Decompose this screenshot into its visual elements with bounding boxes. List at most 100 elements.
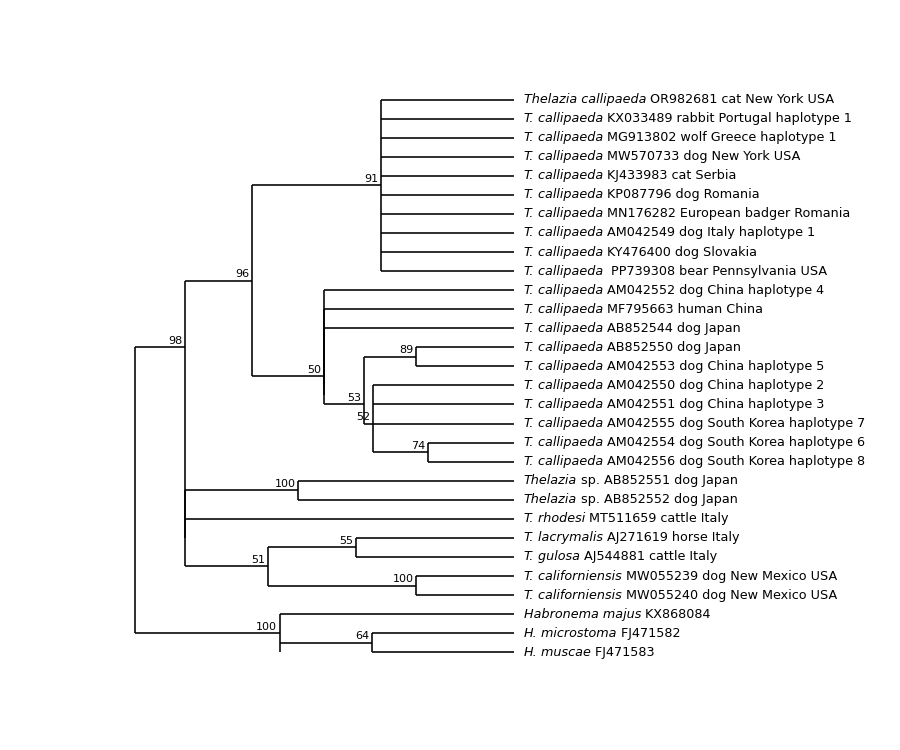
Text: 100: 100 [274,479,295,489]
Text: 91: 91 [364,174,379,184]
Text: AM042556 dog South Korea haplotype 8: AM042556 dog South Korea haplotype 8 [603,455,866,468]
Text: Habronema majus: Habronema majus [524,608,641,621]
Text: lacrymalis: lacrymalis [534,532,603,544]
Text: 89: 89 [400,346,413,355]
Text: callipaeda: callipaeda [534,188,603,201]
Text: sp. AB852552 dog Japan: sp. AB852552 dog Japan [577,494,738,506]
Text: callipaeda: callipaeda [534,417,603,430]
Text: rhodesi: rhodesi [534,512,585,525]
Text: KY476400 dog Slovakia: KY476400 dog Slovakia [603,245,757,259]
Text: AM042552 dog China haplotype 4: AM042552 dog China haplotype 4 [603,284,824,296]
Text: callipaeda: callipaeda [534,455,603,468]
Text: callipaeda: callipaeda [534,131,603,144]
Text: 74: 74 [410,441,425,451]
Text: MW570733 dog New York USA: MW570733 dog New York USA [603,150,801,164]
Text: T.: T. [524,188,534,201]
Text: T.: T. [524,131,534,144]
Text: gulosa: gulosa [534,550,580,563]
Text: T.: T. [524,226,534,239]
Text: T.: T. [524,379,534,392]
Text: californiensis: californiensis [534,589,622,602]
Text: OR982681 cat New York USA: OR982681 cat New York USA [646,93,834,106]
Text: T.: T. [524,436,534,449]
Text: AM042553 dog China haplotype 5: AM042553 dog China haplotype 5 [603,360,824,373]
Text: T.: T. [524,208,534,220]
Text: 55: 55 [339,536,354,546]
Text: T.: T. [524,150,534,164]
Text: AM042550 dog China haplotype 2: AM042550 dog China haplotype 2 [603,379,824,392]
Text: T.: T. [524,112,534,125]
Text: 53: 53 [347,393,362,404]
Text: T.: T. [524,322,534,334]
Text: MN176282 European badger Romania: MN176282 European badger Romania [603,208,850,220]
Text: T.: T. [524,340,534,354]
Text: H.: H. [524,646,537,658]
Text: MG913802 wolf Greece haplotype 1: MG913802 wolf Greece haplotype 1 [603,131,837,144]
Text: T.: T. [524,569,534,583]
Text: FJ471583: FJ471583 [591,646,655,658]
Text: microstoma: microstoma [537,627,616,640]
Text: AJ271619 horse Italy: AJ271619 horse Italy [603,532,740,544]
Text: callipaeda: callipaeda [534,340,603,354]
Text: Thelazia: Thelazia [524,474,577,488]
Text: MF795663 human China: MF795663 human China [603,303,763,316]
Text: AB852544 dog Japan: AB852544 dog Japan [603,322,741,334]
Text: T.: T. [524,455,534,468]
Text: callipaeda: callipaeda [534,360,603,373]
Text: muscae: muscae [537,646,591,658]
Text: sp. AB852551 dog Japan: sp. AB852551 dog Japan [577,474,738,488]
Text: callipaeda: callipaeda [534,226,603,239]
Text: 96: 96 [235,269,249,279]
Text: 51: 51 [251,555,266,566]
Text: AJ544881 cattle Italy: AJ544881 cattle Italy [580,550,717,563]
Text: AM042555 dog South Korea haplotype 7: AM042555 dog South Korea haplotype 7 [603,417,866,430]
Text: T.: T. [524,398,534,411]
Text: KX868084: KX868084 [641,608,711,621]
Text: AM042551 dog China haplotype 3: AM042551 dog China haplotype 3 [603,398,824,411]
Text: FJ471582: FJ471582 [616,627,680,640]
Text: T.: T. [524,245,534,259]
Text: T.: T. [524,303,534,316]
Text: T.: T. [524,589,534,602]
Text: PP739308 bear Pennsylvania USA: PP739308 bear Pennsylvania USA [603,265,827,278]
Text: MW055239 dog New Mexico USA: MW055239 dog New Mexico USA [622,569,837,583]
Text: 50: 50 [307,364,321,374]
Text: T.: T. [524,170,534,182]
Text: MT511659 cattle Italy: MT511659 cattle Italy [585,512,729,525]
Text: MW055240 dog New Mexico USA: MW055240 dog New Mexico USA [622,589,837,602]
Text: 100: 100 [256,622,277,632]
Text: callipaeda: callipaeda [534,284,603,296]
Text: T.: T. [524,417,534,430]
Text: AB852550 dog Japan: AB852550 dog Japan [603,340,742,354]
Text: callipaeda: callipaeda [534,265,603,278]
Text: callipaeda: callipaeda [534,150,603,164]
Text: callipaeda: callipaeda [534,398,603,411]
Text: 52: 52 [356,413,371,422]
Text: T.: T. [524,512,534,525]
Text: T.: T. [524,532,534,544]
Text: 98: 98 [168,336,183,346]
Text: KX033489 rabbit Portugal haplotype 1: KX033489 rabbit Portugal haplotype 1 [603,112,852,125]
Text: callipaeda: callipaeda [534,436,603,449]
Text: T.: T. [524,284,534,296]
Text: KJ433983 cat Serbia: KJ433983 cat Serbia [603,170,737,182]
Text: callipaeda: callipaeda [534,322,603,334]
Text: T.: T. [524,360,534,373]
Text: callipaeda: callipaeda [534,112,603,125]
Text: T.: T. [524,550,534,563]
Text: T.: T. [524,265,534,278]
Text: californiensis: californiensis [534,569,622,583]
Text: callipaeda: callipaeda [534,245,603,259]
Text: AM042549 dog Italy haplotype 1: AM042549 dog Italy haplotype 1 [603,226,815,239]
Text: Thelazia callipaeda: Thelazia callipaeda [524,93,646,106]
Text: 64: 64 [356,632,370,641]
Text: callipaeda: callipaeda [534,208,603,220]
Text: AM042554 dog South Korea haplotype 6: AM042554 dog South Korea haplotype 6 [603,436,865,449]
Text: callipaeda: callipaeda [534,170,603,182]
Text: callipaeda: callipaeda [534,303,603,316]
Text: Thelazia: Thelazia [524,494,577,506]
Text: 100: 100 [392,574,413,584]
Text: H.: H. [524,627,537,640]
Text: KP087796 dog Romania: KP087796 dog Romania [603,188,760,201]
Text: callipaeda: callipaeda [534,379,603,392]
